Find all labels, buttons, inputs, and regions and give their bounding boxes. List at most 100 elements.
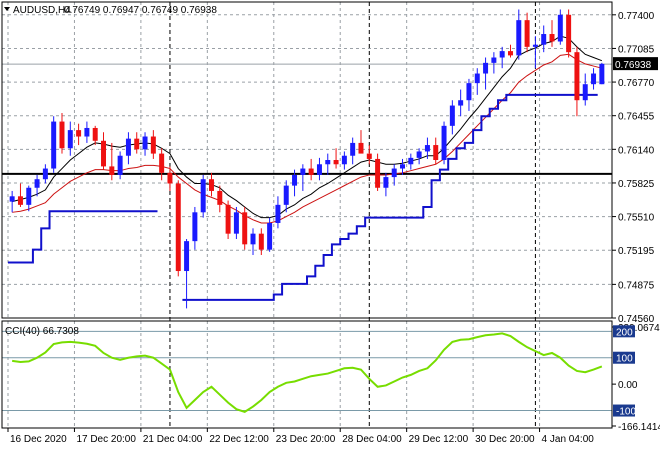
candle-body [582,84,588,101]
candle-body [458,100,464,106]
candle-body [200,179,206,213]
candle [541,25,547,53]
candle-body [383,177,389,188]
candle-body [51,121,57,169]
candle-body [150,136,156,154]
candle [17,183,23,207]
candle-body [134,138,140,150]
time-tick-label: 4 Jan 04:00 [542,434,595,445]
price-tick-label: 0.76455 [618,112,655,123]
cci-level-label: -100 [616,407,636,418]
price-tick-label: 0.75825 [618,179,655,190]
candle [491,52,497,74]
candle [283,180,289,213]
candle-body [142,136,148,150]
candle-body [441,125,447,160]
time-tick-label: 16 Dec 2020 [10,434,67,445]
price-tick-label: 0.76770 [618,78,655,89]
candle-body [308,168,314,175]
candle-body [557,14,563,42]
candle-body [267,222,273,250]
candle-body [175,183,181,272]
candle-body [34,179,40,188]
time-tick-label: 22 Dec 12:00 [209,434,269,445]
candle-body [225,204,231,234]
candle-body [524,20,530,47]
main-plot-frame [1,1,613,319]
chart-header: AUDUSD,H4 0.76749 0.76947 0.76749 0.7693… [4,5,217,16]
candle [150,130,156,159]
candle-body [466,83,472,101]
candle [316,157,322,181]
candle-body [350,142,356,156]
candle [391,164,397,186]
candle [200,174,206,218]
time-tick-label: 21 Dec 04:00 [143,434,203,445]
candle [250,228,256,256]
candle [400,158,406,175]
candle-body [9,196,15,202]
candle [76,123,82,146]
cci-tick-label: 0.00 [618,380,638,391]
price-tick-label: 0.77085 [618,44,655,55]
cci-level-tag [613,351,635,364]
candlesticks [9,9,605,309]
candle-body [117,155,123,175]
candle [208,172,214,197]
candle-body [366,153,372,159]
candle [267,217,273,252]
candle-body [591,73,597,85]
candle [258,228,264,256]
candle [333,148,339,169]
candle-body [242,212,248,245]
candle [42,164,48,184]
price-tick-label: 0.74560 [618,314,655,325]
candle [507,44,513,58]
candle [424,137,430,159]
dropdown-triangle-icon [4,7,10,11]
candle [358,130,364,154]
candle [84,121,90,143]
time-tick-label: 28 Dec 04:00 [342,434,402,445]
support-line [8,93,598,301]
candle [433,137,439,165]
cci-title: CCI(40) 66.7308 [5,326,79,337]
candle [59,113,65,154]
candle-body [292,174,298,186]
price-axis-labels: 0.77400 0.77085 0.76770 0.76455 0.76140 0.758… [612,11,655,325]
candle [134,132,140,154]
time-tick-label: 23 Dec 20:00 [276,434,336,445]
candle-body [250,233,256,245]
candle [516,9,522,60]
candle-body [167,172,173,184]
slow-moving-average-line [12,35,603,219]
candle [125,132,131,165]
candle [92,125,98,146]
candle-body [59,121,65,149]
candle-body [499,51,505,58]
candle-body [217,190,223,205]
cci-line [12,332,603,413]
candle-body [416,151,422,158]
candle [101,132,107,170]
cci-level-label: 100 [616,354,633,365]
candle [34,174,40,197]
candle-body [159,153,165,173]
candle-body [316,164,322,175]
candle-body [84,127,90,137]
candle [458,89,464,117]
candle [408,153,414,170]
time-axis-labels: 16 Dec 2020 17 Dec 20:00 21 Dec 04:00 22 De… [7,428,595,445]
candle-body [574,52,580,101]
main-grid [2,2,612,428]
candle-body [424,145,430,152]
candle-body [17,196,23,205]
price-tick-label: 0.77400 [618,11,655,22]
candle-body [233,212,239,234]
candle [483,57,489,90]
candle [159,148,165,181]
price-tick-label: 0.74875 [618,280,655,291]
candle-body [67,130,73,149]
cci-level-tag [613,404,635,417]
candle [466,78,472,111]
